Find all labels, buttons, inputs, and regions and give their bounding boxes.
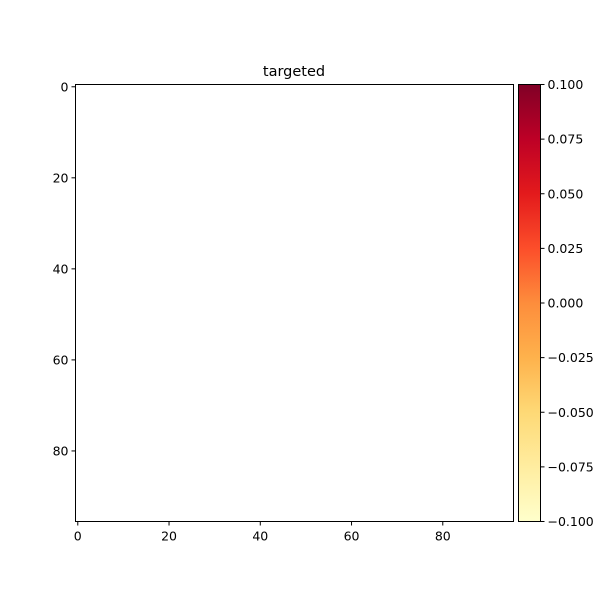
chart-title: targeted xyxy=(263,64,325,80)
x-tick-label: 40 xyxy=(252,529,268,544)
y-tick-label: 60 xyxy=(53,352,69,367)
x-tick-label: 0 xyxy=(74,529,82,544)
colorbar-tick-label: −0.050 xyxy=(548,405,594,420)
colorbar-axis: −0.100 −0.075 −0.050 −0.025 0.000 0.025 0.050 0… xyxy=(540,77,594,529)
colorbar-tick-label: 0.025 xyxy=(548,241,584,256)
heatmap-image-area xyxy=(75,84,514,522)
colorbar-tick-label: 0.100 xyxy=(548,77,584,92)
y-tick-label: 0 xyxy=(61,79,69,94)
colorbar-tick-label: −0.100 xyxy=(548,514,594,529)
y-tick-label: 40 xyxy=(53,261,69,276)
x-axis: 0 20 40 60 80 xyxy=(74,521,451,544)
colorbar-gradient xyxy=(518,84,541,522)
colorbar-tick-label: 0.075 xyxy=(548,132,584,147)
x-tick-label: 60 xyxy=(344,529,360,544)
colorbar-tick-label: −0.025 xyxy=(548,350,594,365)
x-tick-label: 80 xyxy=(435,529,451,544)
x-tick-label: 20 xyxy=(161,529,177,544)
colorbar-tick-label: −0.075 xyxy=(548,459,594,474)
colorbar-tick-label: 0.000 xyxy=(548,296,584,311)
y-tick-label: 80 xyxy=(53,443,69,458)
y-axis: 0 20 40 60 80 xyxy=(53,79,76,458)
y-tick-label: 20 xyxy=(53,170,69,185)
colorbar-tick-label: 0.050 xyxy=(548,186,584,201)
